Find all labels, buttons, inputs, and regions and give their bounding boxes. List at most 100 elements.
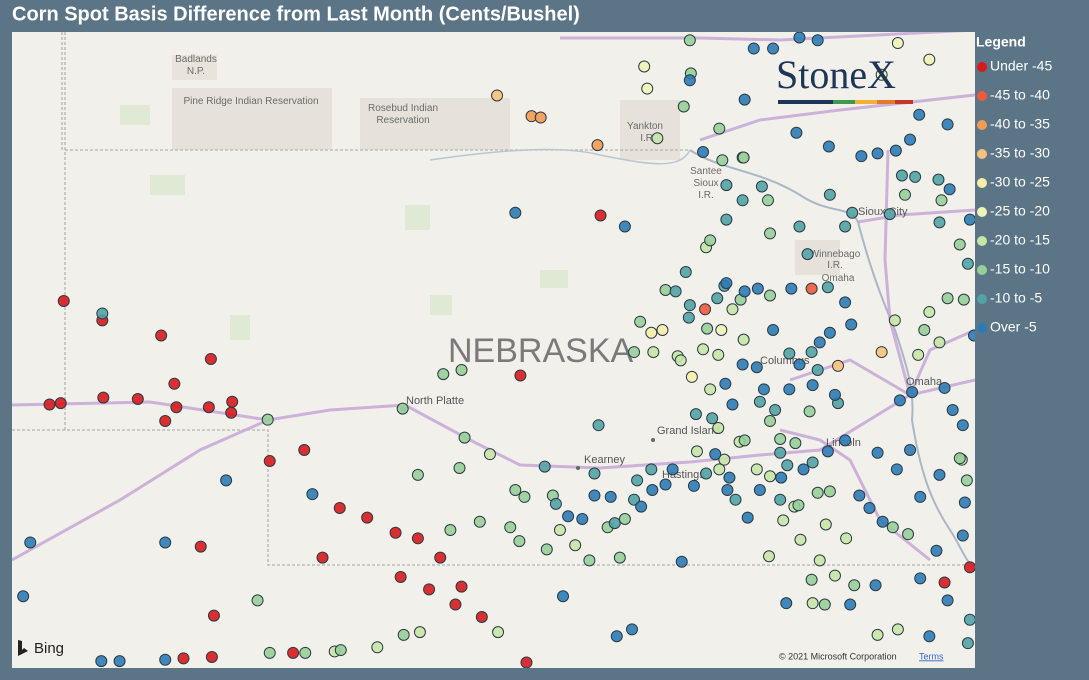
location-point — [659, 283, 672, 296]
location-point — [723, 471, 736, 484]
location-point — [840, 532, 853, 545]
place-label: Pine Ridge Indian Reservation — [183, 96, 318, 107]
location-point — [818, 598, 831, 611]
location-point — [764, 415, 777, 428]
location-point — [394, 570, 407, 583]
location-point — [361, 511, 374, 524]
location-point — [774, 446, 787, 459]
location-point — [207, 609, 220, 622]
location-point — [159, 653, 172, 666]
location-point — [789, 437, 802, 450]
location-point — [783, 347, 796, 360]
location-point — [813, 554, 826, 567]
terms-link[interactable]: Terms — [919, 651, 944, 661]
location-point — [683, 74, 696, 87]
logo: StoneX — [776, 52, 913, 104]
place-label: I.R. — [698, 190, 714, 201]
location-point — [793, 358, 806, 371]
location-point — [638, 60, 651, 73]
location-point — [891, 37, 904, 50]
reservation-area — [795, 240, 840, 275]
location-point — [226, 395, 239, 408]
location-point — [509, 484, 522, 497]
location-point — [895, 169, 908, 182]
location-point — [747, 42, 760, 55]
location-point — [741, 511, 754, 524]
reservation-area — [172, 88, 332, 150]
copyright: © 2021 Microsoft Corporation — [779, 651, 897, 661]
bing-text: Bing — [34, 640, 64, 657]
location-point — [805, 282, 818, 295]
location-point — [902, 528, 915, 541]
title: Corn Spot Basis Difference from Last Mon… — [12, 3, 580, 25]
location-point — [912, 348, 925, 361]
location-point — [287, 646, 300, 659]
location-point — [716, 154, 729, 167]
place-label: Reservation — [376, 115, 429, 126]
location-point — [938, 381, 951, 394]
location-point — [712, 421, 725, 434]
location-point — [726, 303, 739, 316]
location-point — [594, 209, 607, 222]
location-point — [675, 555, 688, 568]
location-point — [871, 628, 884, 641]
location-point — [933, 468, 946, 481]
location-point — [793, 32, 806, 44]
place-label: Yankton — [627, 121, 663, 132]
location-point — [946, 404, 959, 417]
location-point — [455, 580, 468, 593]
location-point — [316, 551, 329, 564]
location-point — [738, 434, 751, 447]
location-point — [738, 93, 751, 106]
location-point — [591, 139, 604, 152]
location-point — [935, 194, 948, 207]
location-point — [832, 359, 845, 372]
location-point — [718, 453, 731, 466]
location-point — [453, 461, 466, 474]
location-point — [656, 323, 669, 336]
location-point — [753, 395, 766, 408]
legend-marker — [977, 265, 987, 275]
location-point — [844, 598, 857, 611]
location-point — [411, 468, 424, 481]
location-point — [57, 295, 70, 308]
location-point — [492, 626, 505, 639]
location-point — [719, 377, 732, 390]
location-point — [697, 146, 710, 159]
location-point — [669, 285, 682, 298]
basemap: Badlands N.P. Pine Ridge Indian Reservat… — [12, 32, 975, 668]
location-point — [967, 329, 975, 342]
location-point — [569, 539, 582, 552]
green-areas — [120, 105, 568, 340]
location-point — [720, 179, 733, 192]
location-point — [604, 490, 617, 503]
location-point — [715, 323, 728, 336]
location-point — [918, 323, 931, 336]
location-point — [389, 526, 402, 539]
location-point — [729, 493, 742, 506]
location-point — [736, 194, 749, 207]
location-point — [491, 89, 504, 102]
location-point — [923, 53, 936, 66]
place-label: Grand Island — [657, 425, 720, 437]
location-point — [635, 500, 648, 513]
location-point — [811, 486, 824, 499]
location-point — [956, 529, 969, 542]
place-label: Omaha — [822, 273, 855, 284]
location-point — [883, 208, 896, 221]
location-point — [738, 285, 751, 298]
roads — [12, 32, 975, 562]
location-point — [701, 322, 714, 335]
location-point — [220, 474, 233, 487]
location-point — [941, 292, 954, 305]
location-point — [855, 150, 868, 163]
city-dot — [651, 438, 655, 442]
location-point — [299, 646, 312, 659]
location-point — [904, 444, 917, 457]
place-label: Winnebago — [810, 249, 861, 260]
location-point — [828, 388, 841, 401]
bing-logo: Bing — [18, 640, 64, 657]
location-point — [805, 346, 818, 359]
place-label: I.R. — [827, 260, 843, 271]
location-point — [869, 579, 882, 592]
